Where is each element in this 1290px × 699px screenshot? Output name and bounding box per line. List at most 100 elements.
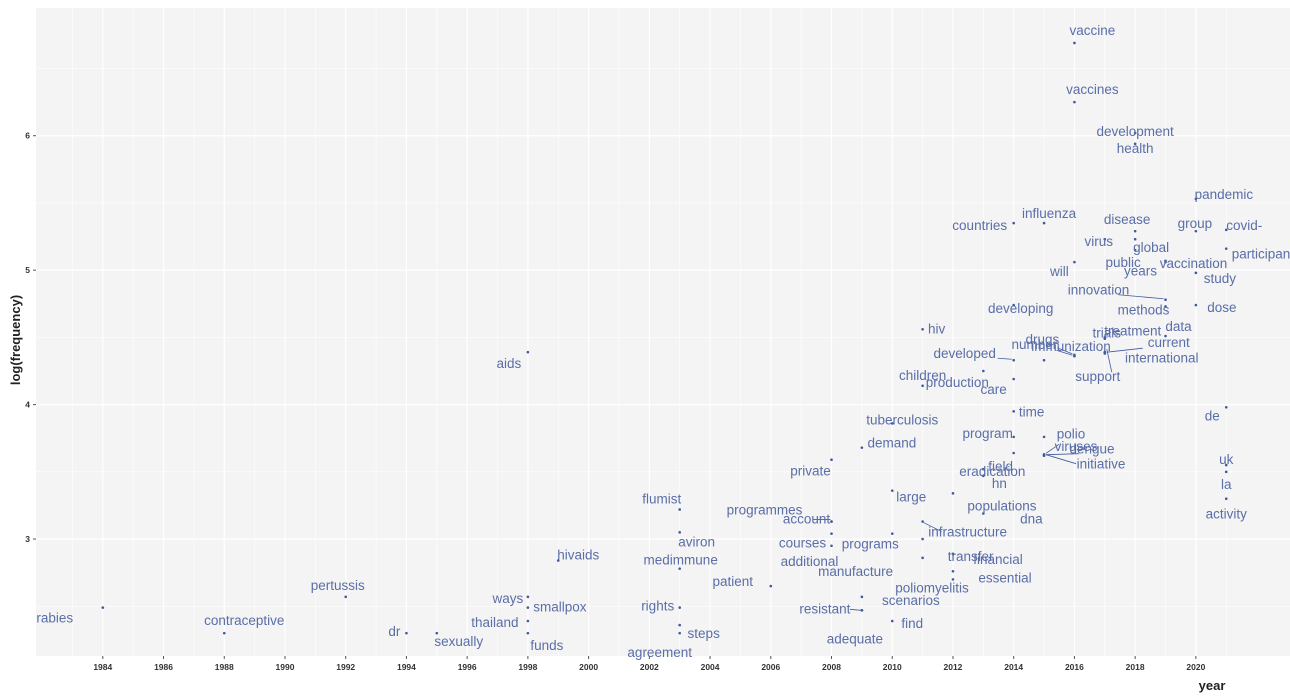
label-hiv: hiv bbox=[928, 321, 946, 336]
label-dose: dose bbox=[1207, 300, 1236, 315]
x-axis-ticks: 1984 1986 1988 1990 1992 1994 1996 1998 2000 2002… bbox=[93, 656, 1206, 672]
point-steps bbox=[678, 623, 681, 627]
label-eradication: eradication bbox=[959, 464, 1025, 479]
label-drugs: drugs bbox=[1026, 332, 1060, 347]
point-funds bbox=[526, 631, 530, 635]
grid bbox=[36, 8, 1290, 656]
label-viruses: viruses bbox=[1055, 439, 1098, 454]
y-tick-label: 4 bbox=[25, 400, 30, 410]
x-tick-label: 1984 bbox=[93, 662, 112, 672]
point-covid- bbox=[1224, 228, 1228, 232]
leader-resistant bbox=[849, 608, 861, 611]
point-children bbox=[921, 384, 924, 388]
label-ways: ways bbox=[492, 591, 524, 606]
label-influenza: influenza bbox=[1022, 206, 1077, 221]
point-agreement bbox=[678, 631, 681, 635]
point-global bbox=[1133, 237, 1137, 241]
point-activity bbox=[1224, 497, 1228, 501]
y-tick-label: 6 bbox=[25, 131, 30, 141]
label-scenarios: scenarios bbox=[882, 593, 940, 608]
point-virus bbox=[1103, 237, 1107, 241]
label-group: group bbox=[1178, 216, 1213, 231]
label-treatment: treatment bbox=[1104, 323, 1161, 338]
point-aids bbox=[526, 350, 530, 354]
point-rabies bbox=[101, 606, 105, 609]
label-vaccine: vaccine bbox=[1070, 23, 1116, 38]
point-courses bbox=[830, 532, 833, 535]
label-developing: developing bbox=[988, 301, 1053, 316]
point-smallpox bbox=[526, 606, 530, 609]
point-number bbox=[1073, 354, 1076, 358]
y-axis-title: log(frequency) bbox=[8, 295, 23, 385]
point-pertussis bbox=[344, 595, 348, 599]
y-tick-label: 5 bbox=[25, 265, 30, 275]
leader-dengue bbox=[1046, 453, 1080, 456]
label-flumist: flumist bbox=[642, 491, 681, 506]
label-virus: virus bbox=[1085, 234, 1114, 249]
label-covid-: covid- bbox=[1226, 218, 1262, 233]
label-study: study bbox=[1204, 271, 1237, 286]
point-production bbox=[982, 369, 985, 373]
label-disease: disease bbox=[1104, 212, 1151, 227]
label-initiative: initiative bbox=[1077, 457, 1126, 472]
x-tick-label: 2020 bbox=[1186, 662, 1205, 672]
label-uk: uk bbox=[1219, 452, 1234, 467]
point-de bbox=[1224, 405, 1228, 409]
x-tick-label: 2004 bbox=[701, 662, 720, 672]
point-will bbox=[1073, 260, 1076, 264]
point-vaccines bbox=[1073, 100, 1076, 104]
point-initiative bbox=[1042, 454, 1046, 457]
point-developed bbox=[1012, 358, 1015, 362]
point-adequate bbox=[860, 608, 864, 612]
leader-treatment bbox=[1105, 332, 1111, 336]
label-field: field bbox=[988, 459, 1013, 474]
x-tick-label: 1986 bbox=[154, 662, 173, 672]
label-polio: polio bbox=[1057, 426, 1086, 441]
point-financial bbox=[951, 552, 955, 556]
leader-number bbox=[1056, 349, 1073, 356]
point-dna bbox=[982, 512, 985, 515]
point-care bbox=[1012, 377, 1015, 381]
point-uk bbox=[1224, 463, 1228, 467]
label-care: care bbox=[981, 382, 1007, 397]
label-number: number bbox=[1012, 337, 1058, 352]
point-tuberculosis bbox=[890, 422, 894, 425]
label-private: private bbox=[790, 464, 831, 479]
label-dr: dr bbox=[388, 624, 401, 639]
label-large: large bbox=[896, 490, 926, 505]
label-hn: hn bbox=[992, 476, 1007, 491]
label-global: global bbox=[1133, 240, 1169, 255]
label-pertussis: pertussis bbox=[311, 578, 365, 593]
label-manufacture: manufacture bbox=[818, 564, 893, 579]
point-hn bbox=[982, 474, 985, 478]
plot-panel bbox=[36, 8, 1290, 656]
label-international: international bbox=[1125, 351, 1199, 366]
label-rabies: rabies bbox=[36, 611, 73, 626]
label-account: account bbox=[783, 512, 831, 527]
label-rights: rights bbox=[641, 599, 674, 614]
point-sexually bbox=[435, 631, 439, 635]
x-tick-label: 2010 bbox=[883, 662, 902, 672]
point-influenza bbox=[1042, 221, 1046, 225]
x-tick-label: 2016 bbox=[1065, 662, 1084, 672]
point-hivaids bbox=[556, 559, 560, 562]
point-hiv bbox=[921, 328, 924, 331]
point-health bbox=[1133, 131, 1137, 135]
point-innovation bbox=[1164, 298, 1167, 302]
label-immunization: immunization bbox=[1031, 339, 1111, 354]
x-tick-label: 1998 bbox=[518, 662, 537, 672]
x-tick-label: 1992 bbox=[336, 662, 355, 672]
point-poliomyelitis bbox=[951, 578, 955, 581]
label-poliomyelitis: poliomyelitis bbox=[895, 580, 969, 595]
point-support bbox=[1103, 350, 1107, 354]
label-smallpox: smallpox bbox=[533, 600, 587, 615]
data-points bbox=[101, 41, 1228, 635]
point-public bbox=[1133, 248, 1137, 252]
point-la bbox=[1224, 470, 1228, 474]
label-children: children bbox=[899, 368, 946, 383]
label-hivaids: hivaids bbox=[557, 548, 599, 563]
label-steps: steps bbox=[688, 626, 721, 641]
label-thailand: thailand bbox=[471, 615, 518, 630]
label-production: production bbox=[926, 375, 989, 390]
